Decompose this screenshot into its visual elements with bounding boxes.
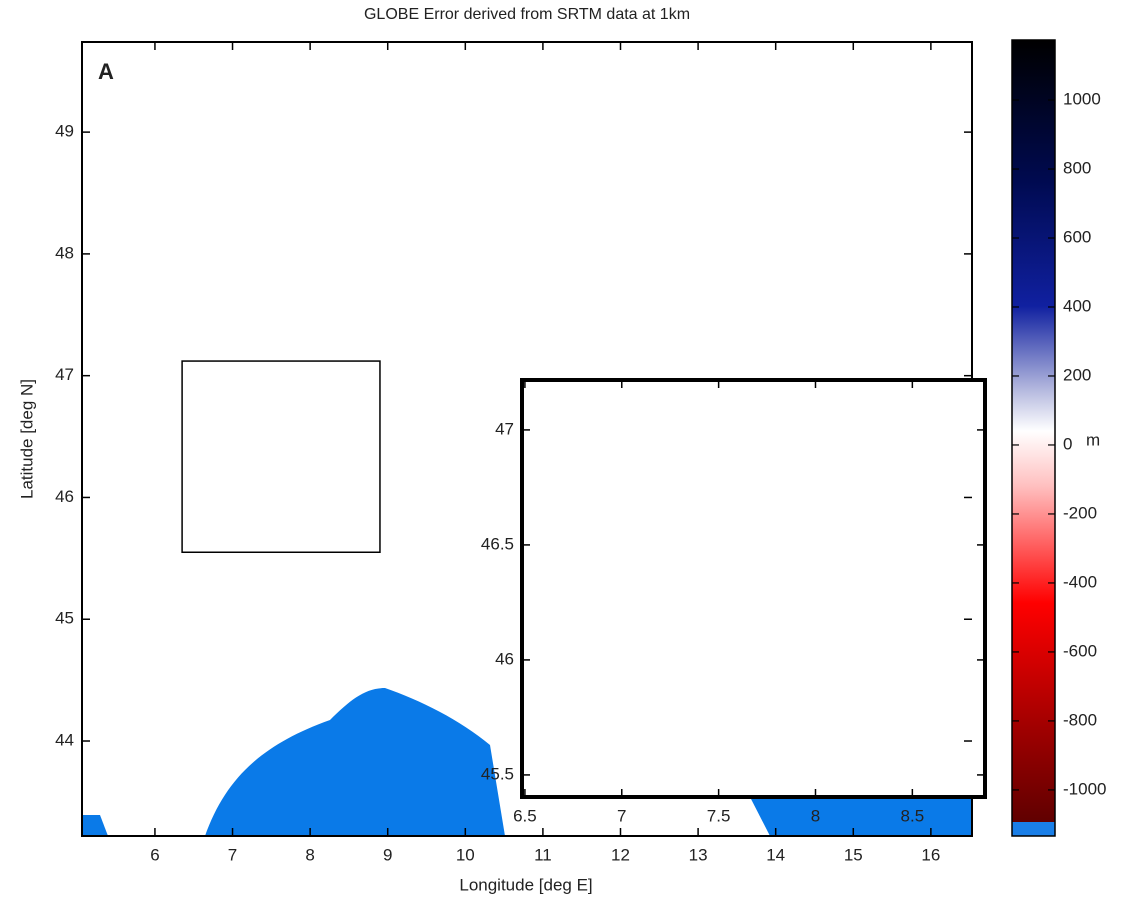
- y-tick-label: 48: [55, 243, 74, 262]
- x-tick-label: 11: [534, 845, 552, 864]
- x-tick-label: 9: [383, 845, 392, 864]
- x-tick-label: 8: [811, 806, 820, 825]
- y-tick-label: 45.5: [481, 764, 514, 783]
- colorbar-tick-label: 1000: [1063, 90, 1101, 109]
- x-tick-label: 14: [766, 845, 785, 864]
- colorbar-tick-label: -800: [1063, 710, 1097, 729]
- x-tick-label: 16: [921, 845, 940, 864]
- inset-frame: [520, 378, 987, 799]
- x-axis-label: Longitude [deg E]: [459, 875, 592, 894]
- panel-label: A: [98, 59, 114, 84]
- colorbar-tick-label: 400: [1063, 296, 1091, 315]
- colorbar-sea: [1012, 822, 1055, 836]
- colorbar-tick-label: 200: [1063, 365, 1091, 384]
- x-tick-label: 7: [228, 845, 237, 864]
- x-tick-label: 6.5: [513, 806, 537, 825]
- y-tick-label: 47: [495, 419, 514, 438]
- x-tick-label: 15: [844, 845, 863, 864]
- colorbar-frame: [1011, 39, 1056, 837]
- x-tick-label: 7: [617, 806, 626, 825]
- colorbar-unit: m: [1086, 430, 1100, 449]
- inset-raster: [522, 380, 985, 797]
- x-tick-label: 8.5: [901, 806, 925, 825]
- chart-title: GLOBE Error derived from SRTM data at 1k…: [364, 6, 690, 23]
- x-tick-label: 12: [611, 845, 630, 864]
- x-tick-label: 8: [305, 845, 314, 864]
- x-tick-label: 6: [150, 845, 159, 864]
- y-tick-label: 46: [495, 649, 514, 668]
- colorbar: [1012, 40, 1055, 822]
- x-tick-label: 13: [689, 845, 708, 864]
- x-tick-label: 10: [456, 845, 475, 864]
- y-tick-label: 44: [55, 730, 74, 749]
- y-tick-label: 46.5: [481, 534, 514, 553]
- colorbar-tick-label: 800: [1063, 158, 1091, 177]
- colorbar-tick-label: 600: [1063, 227, 1091, 246]
- inset-region-box: [181, 360, 381, 554]
- colorbar-tick-label: -200: [1063, 503, 1097, 522]
- y-tick-label: 45: [55, 609, 74, 628]
- y-tick-label: 46: [55, 487, 74, 506]
- y-tick-label: 47: [55, 365, 74, 384]
- colorbar-tick-label: -1000: [1063, 779, 1106, 798]
- y-tick-label: 49: [55, 122, 74, 141]
- x-tick-label: 7.5: [707, 806, 731, 825]
- colorbar-tick-label: -400: [1063, 572, 1097, 591]
- colorbar-tick-label: 0: [1063, 434, 1072, 453]
- colorbar-tick-label: -600: [1063, 641, 1097, 660]
- y-axis-label: Latitude [deg N]: [17, 379, 36, 499]
